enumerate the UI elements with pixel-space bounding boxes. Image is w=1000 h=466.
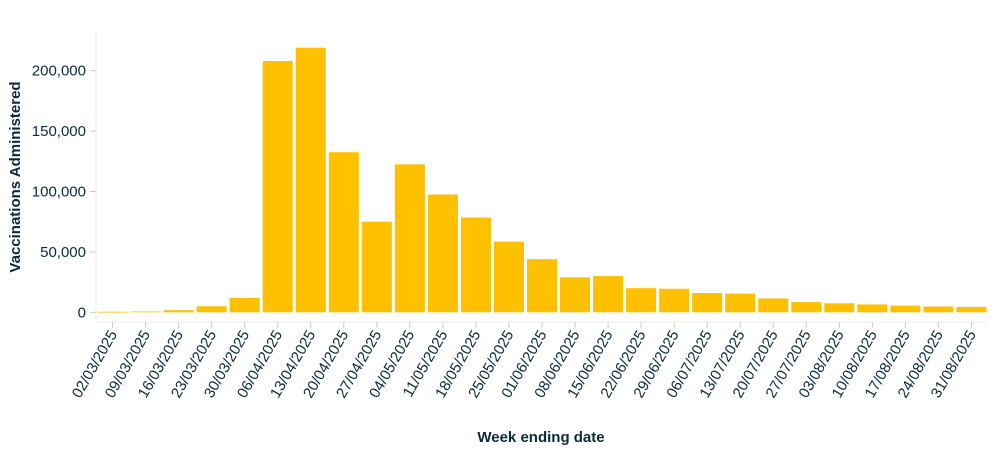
bar bbox=[295, 47, 326, 313]
bar bbox=[890, 305, 921, 313]
bar bbox=[163, 310, 194, 313]
bar bbox=[130, 311, 161, 313]
bar bbox=[361, 221, 392, 313]
bar bbox=[626, 288, 657, 313]
bar bbox=[460, 217, 491, 313]
bar bbox=[593, 276, 624, 313]
bar bbox=[923, 306, 954, 313]
bar bbox=[758, 298, 789, 313]
bar bbox=[560, 277, 591, 313]
bar bbox=[97, 311, 128, 313]
bar bbox=[229, 297, 260, 313]
bar bbox=[791, 302, 822, 313]
bar bbox=[328, 152, 359, 313]
bar bbox=[857, 304, 888, 313]
bar bbox=[427, 194, 458, 313]
bar bbox=[659, 288, 690, 313]
bar bbox=[824, 303, 855, 313]
x-axis: 02/03/202509/03/202516/03/202523/03/2025… bbox=[69, 322, 980, 401]
bar bbox=[196, 306, 227, 313]
bar bbox=[394, 164, 425, 313]
bar bbox=[956, 306, 987, 313]
y-tick-label: 50,000 bbox=[40, 244, 86, 261]
bar bbox=[692, 293, 723, 313]
y-tick-label: 150,000 bbox=[32, 123, 86, 140]
bars bbox=[97, 47, 987, 313]
y-tick-label: 100,000 bbox=[32, 184, 86, 201]
y-tick-label: 200,000 bbox=[32, 63, 86, 80]
bar bbox=[526, 259, 558, 313]
bar bbox=[262, 61, 293, 313]
y-axis-title: Vaccinations Administered bbox=[7, 81, 24, 272]
bar bbox=[725, 293, 756, 313]
y-axis: 0 50,000 100,000 150,000 200,000 bbox=[32, 63, 96, 321]
y-tick-label: 0 bbox=[78, 304, 86, 321]
x-axis-title: Week ending date bbox=[477, 429, 604, 446]
bar bbox=[493, 241, 524, 313]
